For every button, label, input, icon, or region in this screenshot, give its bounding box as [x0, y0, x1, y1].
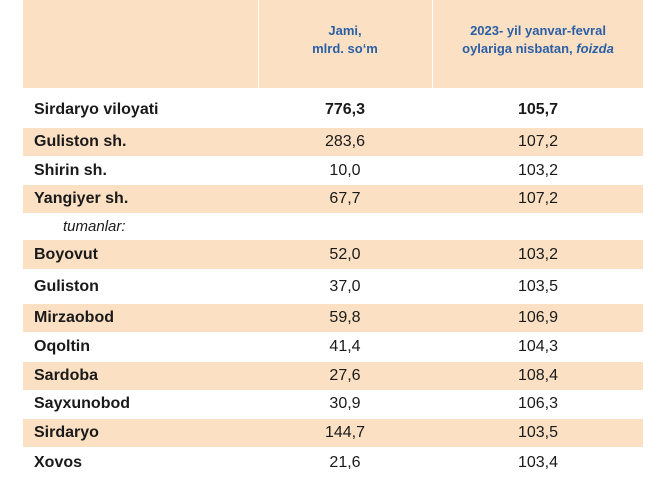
table-header: Jami, mlrd. so‘m 2023- yil yanvar-fevral… — [23, 0, 643, 88]
header-separator — [432, 0, 433, 88]
table-row: Shirin sh. 10,0 103,2 — [23, 157, 643, 185]
row-value: 30,9 — [329, 395, 361, 412]
table-row: Boyovut 52,0 103,2 — [23, 240, 643, 269]
row-value: 21,6 — [329, 453, 361, 471]
table-row: Sirdaryo viloyati 776,3 105,7 — [23, 95, 643, 124]
header-percent-line1: 2023- yil yanvar-fevral — [470, 23, 606, 38]
table-row: Guliston sh. 283,6 107,2 — [23, 128, 643, 156]
row-index: 103,2 — [517, 245, 559, 263]
header-percent: 2023- yil yanvar-fevral oylariga nisbata… — [433, 22, 643, 58]
table-row: Yangiyer sh. 67,7 107,2 — [23, 185, 643, 213]
row-value: 52,0 — [329, 245, 361, 263]
table-row: Guliston 37,0 103,5 — [23, 272, 643, 302]
row-value: 776,3 — [324, 100, 366, 118]
header-total-line1: Jami, — [328, 23, 362, 38]
row-index: 107,2 — [517, 133, 559, 150]
row-index: 103,5 — [517, 424, 559, 441]
row-name: Oqoltin — [34, 338, 90, 355]
row-name: Sayxunobod — [34, 395, 131, 412]
table-row: Sardoba 27,6 108,4 — [23, 362, 643, 390]
header-separator — [258, 0, 259, 88]
row-index: 106,3 — [517, 395, 559, 412]
row-value: 144,7 — [324, 424, 366, 441]
row-name: Shirin sh. — [34, 162, 107, 179]
row-name: Sirdaryo viloyati — [34, 100, 159, 118]
row-value: 41,4 — [329, 338, 361, 355]
header-percent-prefix: oylariga nisbatan, — [462, 41, 577, 56]
table-row: Mirzaobod 59,8 106,9 — [23, 304, 643, 332]
table-row: tumanlar: — [23, 213, 643, 240]
row-name: Guliston — [34, 278, 99, 295]
row-name: Xovos — [34, 453, 83, 471]
row-name: Sirdaryo — [34, 424, 99, 441]
header-percent-line2: oylariga nisbatan, foizda — [433, 40, 643, 58]
row-value: 37,0 — [329, 278, 361, 295]
row-name: Guliston sh. — [34, 133, 127, 150]
row-index: 104,3 — [517, 338, 559, 355]
row-index: 103,5 — [517, 278, 559, 295]
header-percent-italic: foizda — [576, 41, 614, 56]
row-index: 105,7 — [517, 100, 559, 118]
row-value — [259, 213, 431, 240]
header-total-line2: mlrd. so‘m — [312, 41, 378, 56]
table-row: Xovos 21,6 103,4 — [23, 448, 643, 477]
row-name: Mirzaobod — [34, 309, 114, 326]
row-index: 103,4 — [517, 453, 559, 471]
row-value: 67,7 — [329, 190, 361, 207]
row-value: 59,8 — [329, 309, 361, 326]
row-index: 103,2 — [517, 162, 559, 179]
table-row: Oqoltin 41,4 104,3 — [23, 333, 643, 361]
table-row: Sirdaryo 144,7 103,5 — [23, 419, 643, 447]
data-table: Jami, mlrd. so‘m 2023- yil yanvar-fevral… — [23, 0, 643, 471]
table-row: Sayxunobod 30,9 106,3 — [23, 390, 643, 418]
row-name: Sardoba — [34, 367, 99, 384]
row-index: 106,9 — [517, 309, 559, 326]
row-index — [433, 213, 643, 240]
row-index: 107,2 — [517, 190, 559, 207]
row-name: Yangiyer sh. — [34, 190, 129, 207]
row-value: 283,6 — [324, 133, 366, 150]
row-value: 27,6 — [329, 367, 361, 384]
row-name: Boyovut — [34, 245, 98, 263]
row-index: 108,4 — [517, 367, 559, 384]
row-value: 10,0 — [329, 162, 361, 179]
row-name: tumanlar: — [63, 218, 126, 235]
header-total: Jami, mlrd. so‘m — [259, 22, 431, 58]
